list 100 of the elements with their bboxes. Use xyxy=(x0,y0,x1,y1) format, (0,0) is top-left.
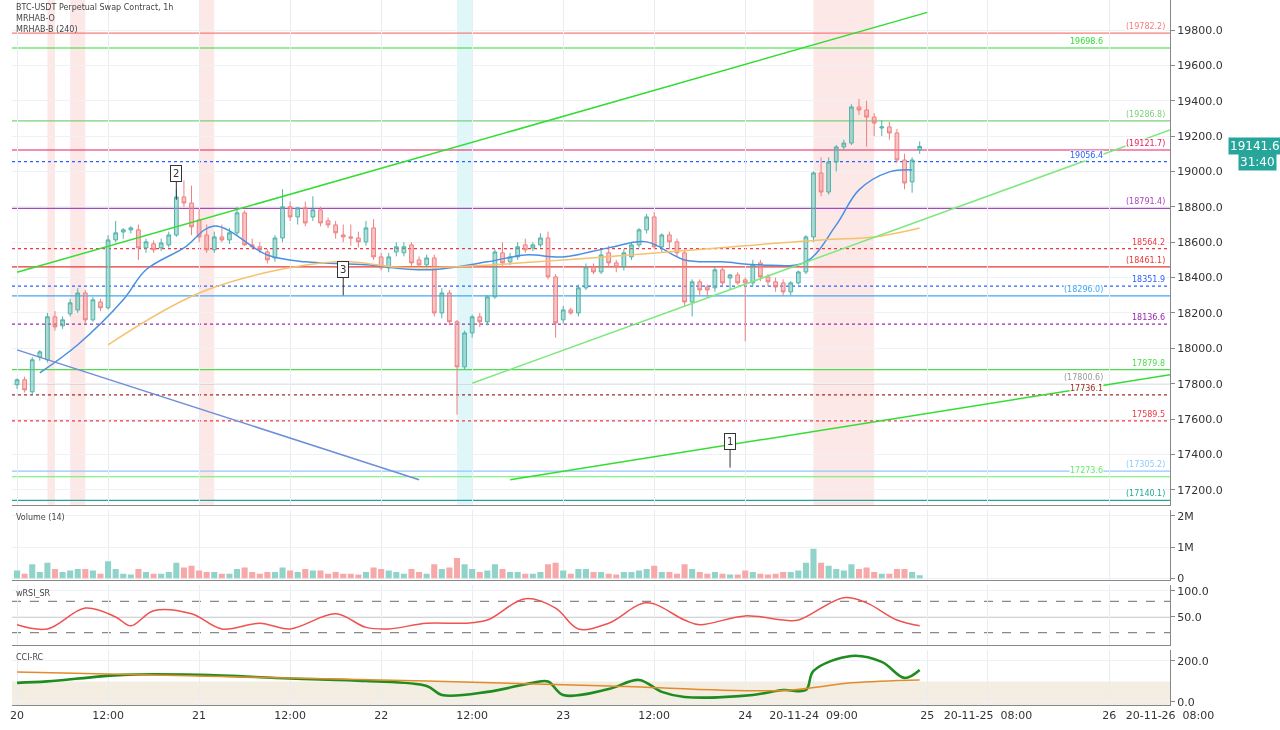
candlestick xyxy=(340,224,346,243)
x-tick-label: 12:00 xyxy=(92,709,124,723)
candlestick xyxy=(158,238,164,252)
candlestick xyxy=(773,277,778,293)
x-tick-label: 20-11-25 08:00 xyxy=(943,709,1033,723)
x-tick-label: 23 xyxy=(556,709,571,723)
candlestick xyxy=(909,156,915,194)
ref-line-label: 18564.2 xyxy=(1132,238,1166,247)
text: wRSI_SR xyxy=(16,589,51,598)
candlestick xyxy=(371,218,376,261)
candlestick xyxy=(469,314,475,339)
bar xyxy=(909,572,916,579)
candlestick xyxy=(98,298,103,312)
bar xyxy=(598,572,605,579)
annotation: MRHAB-B (240) xyxy=(16,25,78,34)
candlestick xyxy=(849,103,854,146)
bar xyxy=(582,568,589,579)
y-tick-label: 18400.0 xyxy=(1177,271,1223,285)
bar xyxy=(271,572,278,579)
candlestick xyxy=(151,239,156,254)
candlestick xyxy=(591,262,596,275)
candlestick xyxy=(864,100,869,148)
ref-line-label: (17800.6) xyxy=(1064,373,1104,382)
y-tick-label: 18200.0 xyxy=(1177,306,1223,320)
ref-line-label: 18136.6 xyxy=(1132,313,1166,322)
bar xyxy=(135,568,142,579)
candlestick xyxy=(477,312,483,328)
candlestick xyxy=(462,330,467,371)
candlestick xyxy=(272,234,278,263)
candlestick xyxy=(667,231,672,250)
candlestick xyxy=(856,98,862,116)
candlestick xyxy=(879,119,885,137)
bar xyxy=(855,568,863,579)
candlestick xyxy=(204,224,210,254)
candlestick xyxy=(560,305,566,325)
candlestick xyxy=(795,270,801,286)
ref-line-label: (18791.4) xyxy=(1126,197,1166,206)
annotation: 2 xyxy=(173,168,180,179)
candlestick xyxy=(439,287,445,319)
bar xyxy=(82,568,89,579)
candlestick xyxy=(401,241,407,257)
candlestick xyxy=(636,227,642,249)
bar xyxy=(658,572,665,579)
bar xyxy=(544,564,552,579)
annotation: 3 xyxy=(340,264,347,275)
bar xyxy=(302,568,309,579)
candlestick xyxy=(302,201,308,227)
y-tick-label: 17400.0 xyxy=(1177,448,1223,462)
candlestick xyxy=(651,211,657,250)
candlestick xyxy=(189,185,194,236)
x-tick-label: 22 xyxy=(374,709,389,723)
candlestick xyxy=(14,377,20,390)
ref-line-label: 17736.1 xyxy=(1070,384,1104,393)
y-tick-label: 18000.0 xyxy=(1177,342,1223,356)
candlestick xyxy=(67,298,73,317)
y-tick-label: 18800.0 xyxy=(1177,200,1223,214)
candlestick xyxy=(60,315,65,330)
candlestick xyxy=(128,225,134,234)
x-tick-label: 21 xyxy=(192,709,207,723)
y-tick-label: 1M xyxy=(1177,540,1194,554)
y-tick-label: 50.0 xyxy=(1177,610,1202,624)
ref-line-label: 17589.5 xyxy=(1132,410,1166,419)
bar xyxy=(514,572,521,579)
annotation: 1 xyxy=(727,436,734,447)
ref-line-label: 17879.8 xyxy=(1132,359,1166,368)
candlestick xyxy=(318,206,323,227)
candlestick xyxy=(689,278,695,317)
ref-line-label: 17273.6 xyxy=(1070,466,1104,475)
bar xyxy=(916,575,923,579)
y-tick-label: 17600.0 xyxy=(1177,412,1223,426)
bar xyxy=(507,572,514,579)
bar xyxy=(453,558,461,579)
candlestick xyxy=(52,310,58,332)
bar xyxy=(689,568,696,579)
bar xyxy=(431,564,438,579)
ref-line-label: (19286.8) xyxy=(1126,110,1166,119)
candlestick xyxy=(219,224,225,243)
bar xyxy=(97,573,104,579)
candlestick xyxy=(811,171,816,243)
candlestick xyxy=(720,266,725,287)
candlestick xyxy=(143,238,149,254)
candlestick xyxy=(113,220,119,243)
bar xyxy=(711,572,718,579)
candlestick xyxy=(780,278,786,296)
candlestick xyxy=(45,312,50,363)
y-tick-label: 19200.0 xyxy=(1177,129,1223,143)
candlestick xyxy=(431,254,437,317)
bar xyxy=(105,561,112,579)
candlestick xyxy=(348,224,354,247)
bar xyxy=(142,572,150,579)
annotation: MRHAB-O xyxy=(16,14,55,23)
x-tick-label: 24 xyxy=(738,709,753,723)
chart-title: Volume (14) xyxy=(16,513,65,522)
bar xyxy=(74,568,81,579)
candlestick xyxy=(333,220,338,240)
candlestick xyxy=(484,294,490,326)
candlestick xyxy=(697,278,703,296)
candlestick xyxy=(788,280,794,296)
candlestick xyxy=(409,241,414,268)
y-tick-label: 19600.0 xyxy=(1177,59,1223,73)
